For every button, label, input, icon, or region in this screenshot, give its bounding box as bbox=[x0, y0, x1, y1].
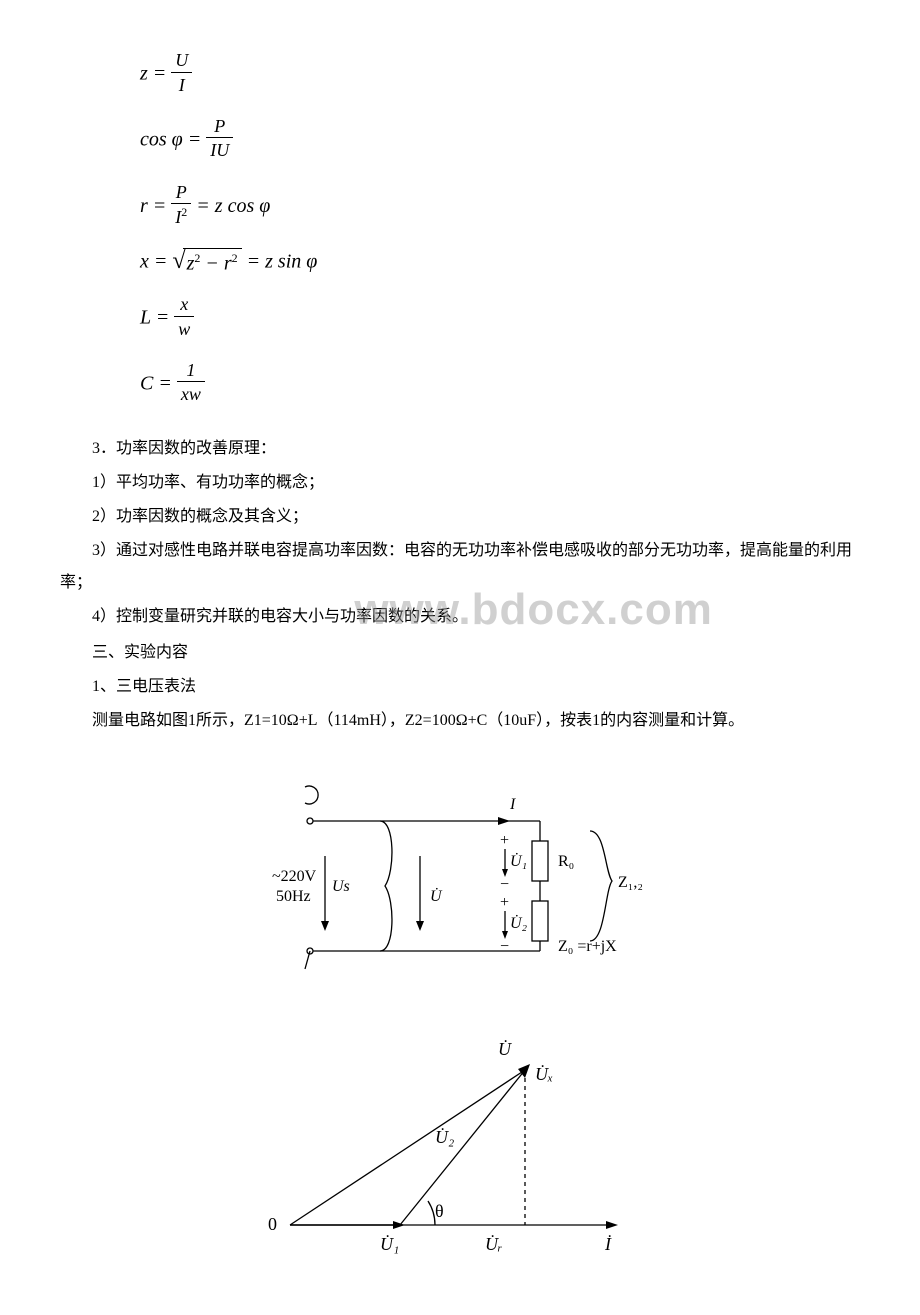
circuit-svg: ~220V 50Hz Us U̇ I + U̇₁ − + U̇₂ − R₀ bbox=[210, 751, 710, 1011]
eq5-num: x bbox=[174, 294, 194, 317]
eq-x: x = √ z2 − r2 = z sin φ bbox=[140, 248, 860, 276]
u-label: U̇ bbox=[430, 887, 443, 904]
eq2-lhs: cos φ bbox=[140, 128, 183, 150]
eq2-num: P bbox=[206, 116, 233, 139]
eq1-lhs: z bbox=[140, 62, 148, 84]
eq3-num: P bbox=[171, 182, 191, 205]
phasor-svg: 0 İ U̇₁ U̇ᵣ U̇₂ U̇ U̇ₓ θ bbox=[250, 1025, 670, 1275]
eq3-tail: = z cos φ bbox=[196, 194, 270, 216]
circuit-diagram: ~220V 50Hz Us U̇ I + U̇₁ − + U̇₂ − R₀ bbox=[60, 751, 860, 1011]
para-3c: 3）通过对感性电路并联电容提高功率因数：电容的无功功率补偿电感吸收的部分无功功率… bbox=[60, 535, 860, 599]
eq3-lhs: r bbox=[140, 194, 148, 216]
r0-label: R₀ bbox=[558, 853, 574, 870]
eq6-num: 1 bbox=[177, 360, 205, 383]
eq-z: z = U I bbox=[140, 50, 860, 98]
eq4-tail: = z sin φ bbox=[247, 251, 318, 273]
u2-label: U̇₂ bbox=[510, 914, 528, 931]
phasor-diagram: 0 İ U̇₁ U̇ᵣ U̇₂ U̇ U̇ₓ θ bbox=[60, 1025, 860, 1275]
u1-label: U̇₁ bbox=[510, 852, 527, 869]
src-220v: ~220V bbox=[272, 868, 317, 885]
u2-phasor: U̇₂ bbox=[435, 1126, 454, 1147]
para-1desc: 测量电路如图1所示，Z1=10Ω+L（114mH），Z2=100Ω+C（10uF… bbox=[60, 705, 860, 737]
minus-1: − bbox=[500, 876, 509, 893]
para-3d: 4）控制变量研究并联的电容大小与功率因数的关系。 bbox=[60, 601, 860, 633]
eq-cosphi: cos φ = P IU bbox=[140, 116, 860, 164]
z0-label: Z₀ =r+jX bbox=[558, 938, 617, 955]
equation-block: z = U I cos φ = P IU r = P I2 = z cos φ … bbox=[140, 50, 860, 408]
origin-label: 0 bbox=[268, 1214, 277, 1234]
eq1-den: I bbox=[171, 73, 192, 98]
eq4-sup1: 2 bbox=[194, 251, 200, 265]
minus-2: − bbox=[500, 938, 509, 955]
eq5-den: w bbox=[174, 317, 194, 342]
eq5-lhs: L bbox=[140, 306, 151, 328]
para-3: 3．功率因数的改善原理： bbox=[60, 433, 860, 465]
heading-3: 三、实验内容 bbox=[60, 637, 860, 669]
i-label: I bbox=[509, 796, 516, 813]
para-1: 1、三电压表法 bbox=[60, 671, 860, 703]
eq3-densup: 2 bbox=[181, 205, 187, 219]
eq-L: L = x w bbox=[140, 294, 860, 342]
plus-2: + bbox=[500, 894, 509, 911]
eq-C: C = 1 xw bbox=[140, 360, 860, 408]
eq-r: r = P I2 = z cos φ bbox=[140, 182, 860, 231]
para-3a: 1）平均功率、有功功率的概念； bbox=[60, 467, 860, 499]
u-phasor: U̇ bbox=[498, 1038, 512, 1059]
plus-1: + bbox=[500, 832, 509, 849]
z12-label: Z₁,₂ bbox=[618, 874, 643, 891]
eq1-num: U bbox=[171, 50, 192, 73]
i-axis: İ bbox=[604, 1234, 612, 1254]
us-label: Us bbox=[332, 878, 350, 895]
ux-phasor: U̇ₓ bbox=[535, 1063, 553, 1084]
ur-phasor: U̇ᵣ bbox=[485, 1233, 502, 1254]
eq6-lhs: C bbox=[140, 372, 153, 394]
theta-label: θ bbox=[435, 1201, 444, 1221]
eq4-lhs: x bbox=[140, 251, 149, 273]
eq4-sup2: 2 bbox=[232, 251, 238, 265]
para-3b: 2）功率因数的概念及其含义； bbox=[60, 501, 860, 533]
src-50hz: 50Hz bbox=[276, 888, 311, 905]
eq2-den: IU bbox=[206, 138, 233, 163]
eq4-b: r bbox=[224, 253, 232, 275]
eq6-den: xw bbox=[177, 382, 205, 407]
u1-phasor: U̇₁ bbox=[380, 1233, 399, 1254]
